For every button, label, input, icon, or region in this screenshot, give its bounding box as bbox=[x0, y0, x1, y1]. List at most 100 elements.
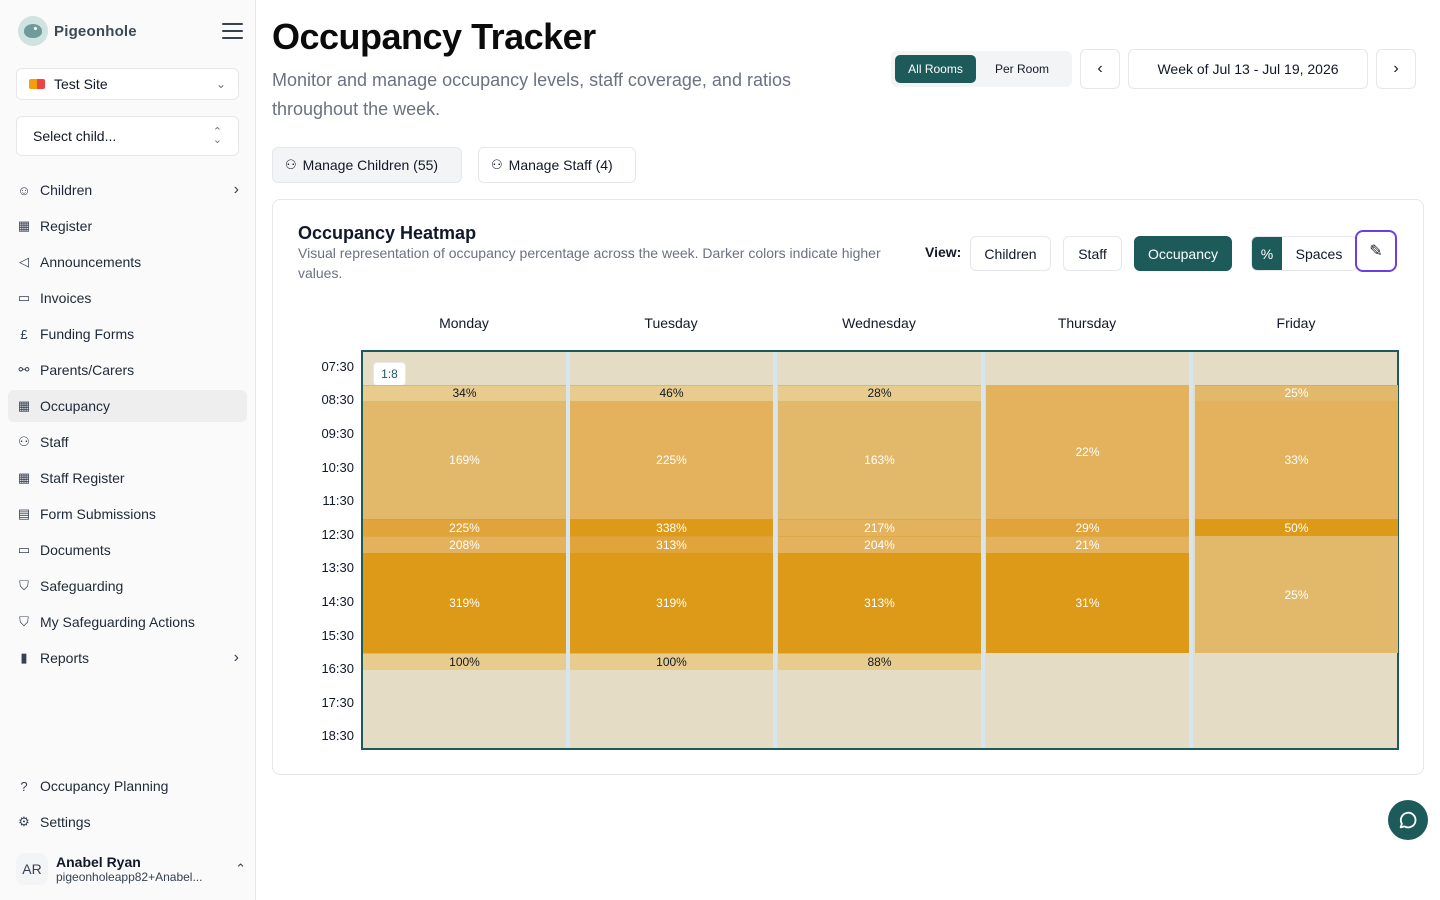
sidebar-item-label: My Safeguarding Actions bbox=[40, 614, 195, 630]
day-header-monday: Monday bbox=[439, 315, 489, 331]
sidebar-item-label: Settings bbox=[40, 814, 91, 830]
all-rooms-button[interactable]: All Rooms bbox=[895, 55, 976, 83]
avatar: AR bbox=[16, 853, 48, 885]
heatmap-cell[interactable]: 204% bbox=[778, 535, 981, 553]
per-room-button[interactable]: Per Room bbox=[994, 62, 1050, 76]
heatmap-cell[interactable]: 100% bbox=[363, 653, 566, 671]
sidebar-item-label: Documents bbox=[40, 542, 111, 558]
sidebar-item-parents-carers[interactable]: ⚯ Parents/Carers bbox=[8, 354, 247, 386]
heatmap-cell[interactable]: 21% bbox=[986, 535, 1189, 553]
heatmap-cell[interactable]: 319% bbox=[363, 552, 566, 654]
sidebar-item-register[interactable]: ▦ Register bbox=[8, 210, 247, 242]
sidebar-item-occupancy[interactable]: ▦ Occupancy bbox=[8, 390, 247, 422]
page-subtitle: Monitor and manage occupancy levels, sta… bbox=[272, 70, 791, 119]
heatmap-cell[interactable]: 29% bbox=[986, 519, 1189, 536]
sidebar-item-label: Occupancy bbox=[40, 398, 111, 414]
view-staff-button[interactable]: Staff bbox=[1063, 236, 1122, 271]
sidebar-item-label: Parents/Carers bbox=[40, 362, 135, 378]
heatmap-cell[interactable]: 50% bbox=[1195, 519, 1398, 536]
brand[interactable]: Pigeonhole bbox=[18, 16, 137, 46]
megaphone-icon: ◁ bbox=[19, 254, 29, 269]
menu-icon[interactable] bbox=[222, 23, 243, 40]
sidebar-item-funding-forms[interactable]: £ Funding Forms bbox=[8, 318, 247, 350]
bar-chart-icon: ▮ bbox=[20, 650, 28, 665]
day-header-tuesday: Tuesday bbox=[644, 315, 698, 331]
heatmap-cell[interactable]: 313% bbox=[570, 535, 773, 553]
previous-week-button[interactable]: ‹ bbox=[1080, 49, 1120, 89]
ratio-badge[interactable]: 1:8 bbox=[373, 362, 406, 386]
sidebar-item-safeguarding[interactable]: ⛉ Safeguarding bbox=[8, 570, 247, 602]
view-occupancy-button[interactable]: Occupancy bbox=[1134, 236, 1232, 271]
column-divider bbox=[773, 352, 777, 748]
sidebar-item-label: Staff Register bbox=[40, 470, 125, 486]
heatmap-cell[interactable]: 33% bbox=[1195, 401, 1398, 519]
day-header-thursday: Thursday bbox=[1057, 315, 1117, 331]
heatmap-title: Occupancy Heatmap bbox=[298, 223, 477, 243]
heatmap-cell[interactable]: 319% bbox=[570, 552, 773, 654]
manage-children-button[interactable]: ⚇ Manage Children (55) bbox=[272, 147, 462, 183]
user-menu[interactable]: AR Anabel Ryan pigeonholeapp82+Anabel...… bbox=[16, 850, 246, 888]
heatmap-cell[interactable]: 28% bbox=[778, 384, 981, 402]
user-check-icon: ⚇ bbox=[491, 157, 503, 172]
heatmap-cell[interactable]: 163% bbox=[778, 401, 981, 519]
sidebar-item-settings[interactable]: ⚙ Settings bbox=[8, 806, 247, 838]
chat-button[interactable] bbox=[1388, 800, 1428, 840]
sidebar-item-staff-register[interactable]: ▦ Staff Register bbox=[8, 462, 247, 494]
column-divider bbox=[981, 352, 985, 748]
heatmap-cell[interactable]: 31% bbox=[986, 552, 1189, 654]
next-week-button[interactable]: › bbox=[1376, 49, 1416, 89]
heatmap-cell[interactable]: 225% bbox=[363, 519, 566, 536]
calendar-icon: ▦ bbox=[17, 470, 31, 485]
heatmap-cell[interactable]: 25% bbox=[1195, 535, 1398, 654]
sidebar-item-my-safeguarding-actions[interactable]: ⛉ My Safeguarding Actions bbox=[8, 606, 247, 638]
site-select[interactable]: Test Site ⌄ bbox=[16, 68, 239, 100]
heatmap-cell[interactable]: 88% bbox=[778, 653, 981, 671]
pigeon-logo-icon bbox=[18, 16, 48, 46]
message-circle-icon bbox=[1399, 811, 1417, 829]
heatmap-cell[interactable]: 34% bbox=[363, 384, 566, 402]
sidebar-item-invoices[interactable]: ▭ Invoices bbox=[8, 282, 247, 314]
sidebar-item-documents[interactable]: ▭ Documents bbox=[8, 534, 247, 566]
heatmap-cell[interactable]: 46% bbox=[570, 384, 773, 402]
users-icon: ⚇ bbox=[285, 157, 297, 172]
user-email: pigeonholeapp82+Anabel... bbox=[56, 870, 203, 884]
time-label: 11:30 bbox=[322, 493, 354, 509]
heatmap-cell[interactable]: 313% bbox=[778, 552, 981, 654]
help-circle-icon: ? bbox=[20, 778, 28, 794]
view-children-button[interactable]: Children bbox=[970, 236, 1051, 271]
shield-alert-icon: ⛉ bbox=[19, 614, 29, 629]
sidebar-item-form-submissions[interactable]: ▤ Form Submissions bbox=[8, 498, 247, 530]
heatmap-cell[interactable]: 100% bbox=[570, 653, 773, 671]
column-divider bbox=[566, 352, 570, 748]
sidebar-item-staff[interactable]: ⚇ Staff bbox=[8, 426, 247, 458]
gear-icon: ⚙ bbox=[18, 814, 30, 829]
heatmap-cell[interactable]: 208% bbox=[363, 535, 566, 553]
sidebar-item-label: Reports bbox=[40, 650, 90, 666]
time-label: 18:30 bbox=[321, 728, 354, 744]
manage-children-label: Manage Children (55) bbox=[302, 157, 439, 173]
heatmap-description: Visual representation of occupancy perce… bbox=[298, 245, 881, 281]
heatmap-cell[interactable]: 22% bbox=[986, 384, 1189, 519]
chevron-right-icon: › bbox=[1393, 60, 1399, 77]
percent-button[interactable]: % bbox=[1252, 237, 1282, 270]
heatmap-cell[interactable]: 25% bbox=[1195, 384, 1398, 402]
page-title: Occupancy Tracker bbox=[272, 16, 596, 57]
sidebar-item-occupancy-planning[interactable]: ? Occupancy Planning bbox=[8, 770, 247, 802]
chevron-left-icon: ‹ bbox=[1097, 60, 1103, 77]
manage-staff-button[interactable]: ⚇ Manage Staff (4) bbox=[478, 147, 636, 183]
edit-button[interactable]: ✎ bbox=[1355, 230, 1397, 272]
heatmap-cell[interactable]: 217% bbox=[778, 519, 981, 536]
heatmap-cell[interactable]: 225% bbox=[570, 401, 773, 519]
time-label: 14:30 bbox=[321, 594, 354, 609]
spaces-button[interactable]: Spaces bbox=[1295, 245, 1343, 262]
baby-face-icon: ☺ bbox=[17, 182, 31, 198]
child-select[interactable]: Select child... ⌃ ⌄ bbox=[16, 116, 239, 156]
sidebar-item-children[interactable]: ☺ Children › bbox=[8, 174, 247, 206]
sidebar-item-announcements[interactable]: ◁ Announcements bbox=[8, 246, 247, 278]
sidebar-item-reports[interactable]: ▮ Reports › bbox=[8, 642, 247, 674]
heatmap-cell[interactable]: 169% bbox=[363, 401, 566, 519]
sidebar-item-label: Occupancy Planning bbox=[40, 778, 169, 794]
heatmap-cell[interactable]: 338% bbox=[570, 519, 773, 536]
wallet-icon: ▭ bbox=[17, 290, 31, 305]
week-picker-button[interactable]: Week of Jul 13 - Jul 19, 2026 bbox=[1128, 49, 1368, 89]
